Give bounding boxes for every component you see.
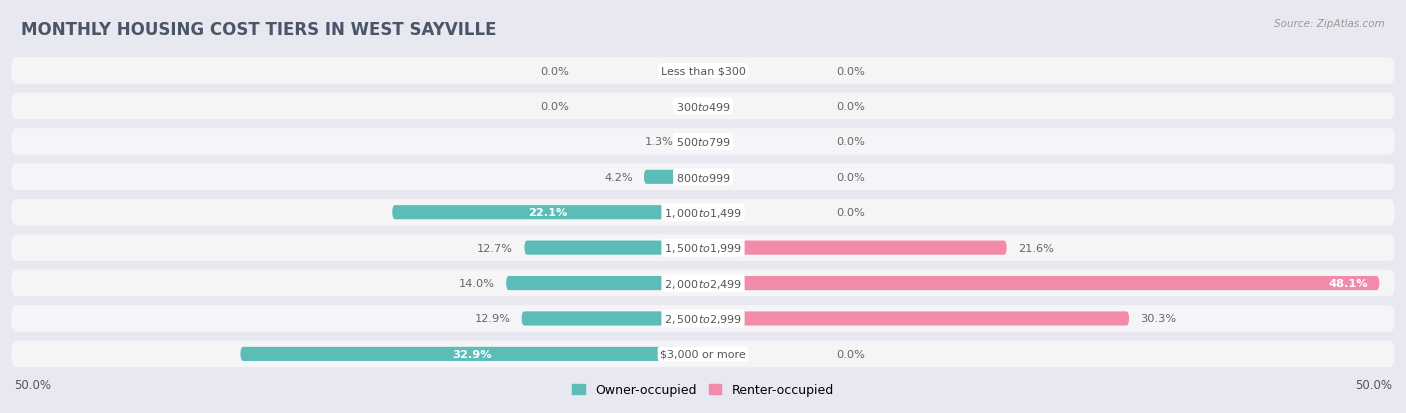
Text: 12.7%: 12.7% [477, 243, 513, 253]
FancyBboxPatch shape [685, 135, 703, 149]
FancyBboxPatch shape [522, 312, 703, 326]
FancyBboxPatch shape [11, 306, 1395, 332]
Text: 0.0%: 0.0% [837, 349, 866, 359]
FancyBboxPatch shape [11, 129, 1395, 155]
Text: 0.0%: 0.0% [837, 137, 866, 147]
Text: Source: ZipAtlas.com: Source: ZipAtlas.com [1274, 19, 1385, 29]
Text: 0.0%: 0.0% [837, 172, 866, 183]
Text: 14.0%: 14.0% [458, 278, 495, 288]
Text: 50.0%: 50.0% [1355, 378, 1392, 391]
Text: $300 to $499: $300 to $499 [675, 101, 731, 113]
Text: 0.0%: 0.0% [540, 66, 569, 76]
FancyBboxPatch shape [11, 235, 1395, 261]
Text: 48.1%: 48.1% [1329, 278, 1368, 288]
FancyBboxPatch shape [11, 270, 1395, 297]
Text: 4.2%: 4.2% [605, 172, 633, 183]
FancyBboxPatch shape [703, 276, 1379, 290]
Text: $2,000 to $2,499: $2,000 to $2,499 [664, 277, 742, 290]
FancyBboxPatch shape [11, 164, 1395, 191]
Text: 0.0%: 0.0% [540, 102, 569, 112]
Text: 1.3%: 1.3% [644, 137, 673, 147]
FancyBboxPatch shape [11, 58, 1395, 85]
Text: 12.9%: 12.9% [474, 314, 510, 324]
Text: $2,500 to $2,999: $2,500 to $2,999 [664, 312, 742, 325]
Text: $500 to $799: $500 to $799 [675, 136, 731, 148]
Text: $800 to $999: $800 to $999 [675, 171, 731, 183]
FancyBboxPatch shape [703, 312, 1129, 326]
FancyBboxPatch shape [506, 276, 703, 290]
Text: $1,000 to $1,499: $1,000 to $1,499 [664, 206, 742, 219]
FancyBboxPatch shape [240, 347, 703, 361]
Text: 30.3%: 30.3% [1140, 314, 1177, 324]
Text: 50.0%: 50.0% [14, 378, 51, 391]
FancyBboxPatch shape [644, 170, 703, 185]
Text: $3,000 or more: $3,000 or more [661, 349, 745, 359]
FancyBboxPatch shape [11, 93, 1395, 120]
Text: MONTHLY HOUSING COST TIERS IN WEST SAYVILLE: MONTHLY HOUSING COST TIERS IN WEST SAYVI… [21, 21, 496, 38]
FancyBboxPatch shape [11, 341, 1395, 367]
Text: 22.1%: 22.1% [527, 208, 568, 218]
FancyBboxPatch shape [392, 206, 703, 220]
Text: 21.6%: 21.6% [1018, 243, 1054, 253]
Text: 0.0%: 0.0% [837, 66, 866, 76]
Text: 0.0%: 0.0% [837, 208, 866, 218]
Text: 0.0%: 0.0% [837, 102, 866, 112]
Text: Less than $300: Less than $300 [661, 66, 745, 76]
FancyBboxPatch shape [11, 199, 1395, 226]
Legend: Owner-occupied, Renter-occupied: Owner-occupied, Renter-occupied [568, 378, 838, 401]
Text: 32.9%: 32.9% [451, 349, 492, 359]
Text: $1,500 to $1,999: $1,500 to $1,999 [664, 242, 742, 254]
FancyBboxPatch shape [524, 241, 703, 255]
FancyBboxPatch shape [703, 241, 1007, 255]
